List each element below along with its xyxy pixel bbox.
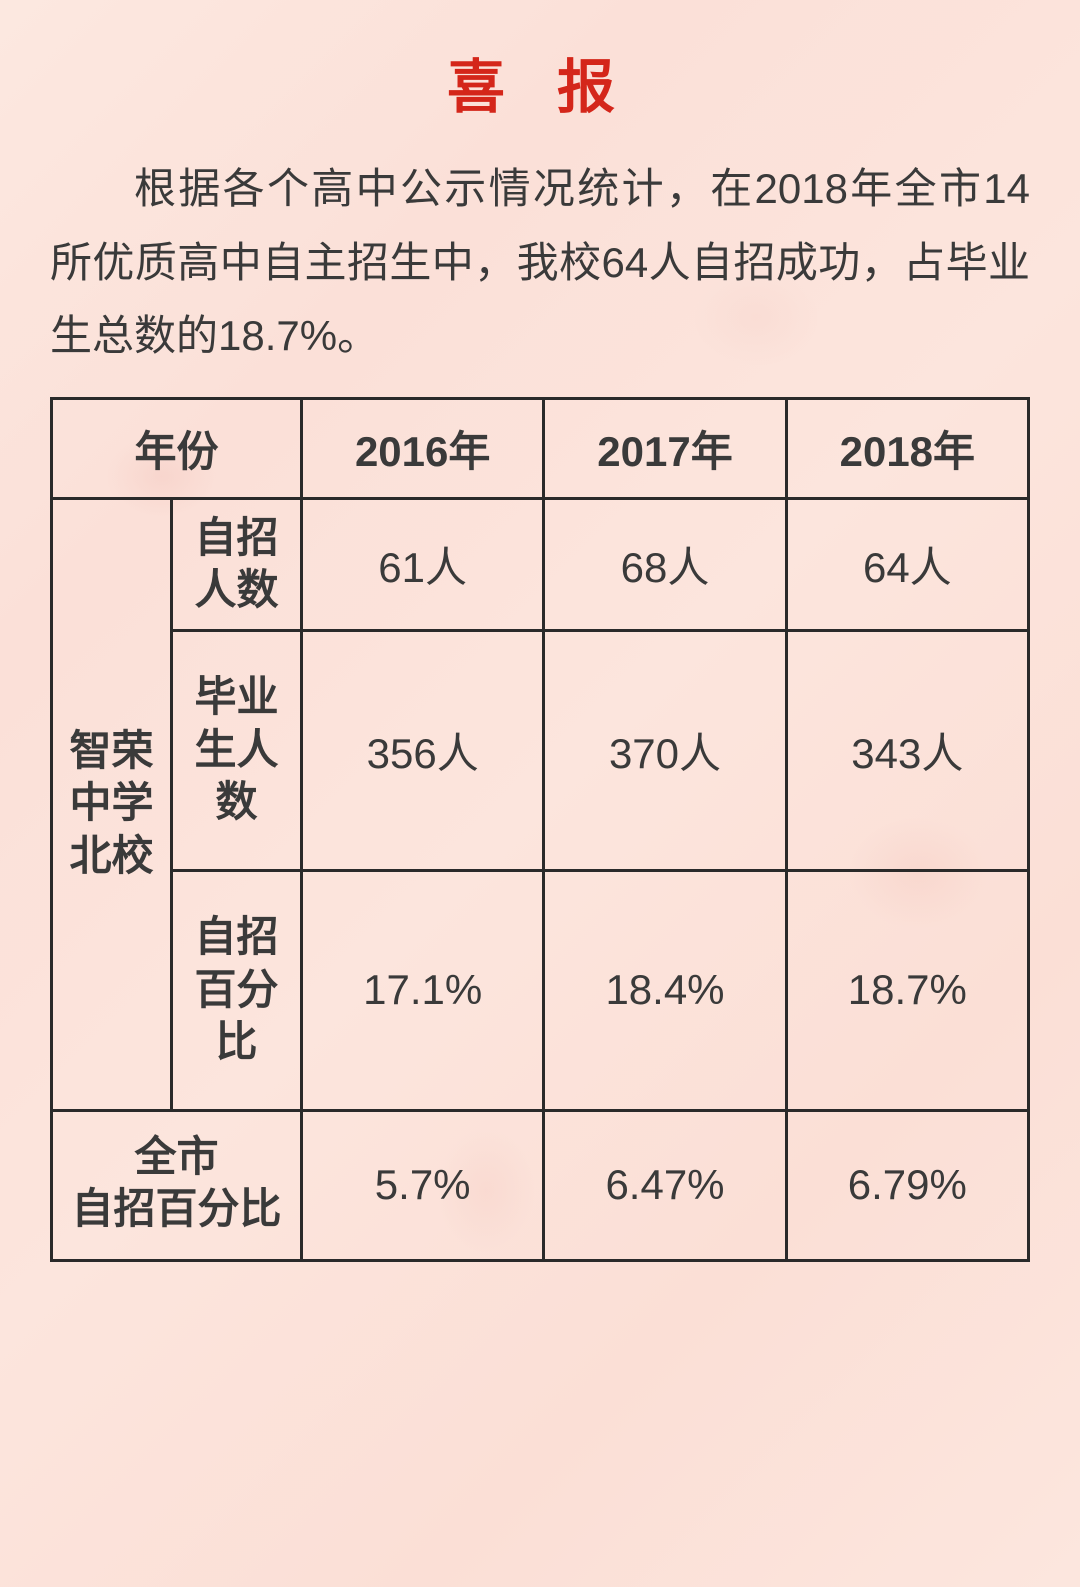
data-cell: 6.47%	[544, 1110, 786, 1260]
metric-label-percent: 自招百分比	[172, 870, 302, 1110]
stats-table: 年份 2016年 2017年 2018年 智荣中学北校 自招人数 61人 68人…	[50, 397, 1030, 1262]
stats-table-container: 年份 2016年 2017年 2018年 智荣中学北校 自招人数 61人 68人…	[30, 397, 1050, 1262]
table-row: 自招百分比 17.1% 18.4% 18.7%	[52, 870, 1029, 1110]
data-cell: 370人	[544, 630, 786, 870]
table-row-city: 全市自招百分比 5.7% 6.47% 6.79%	[52, 1110, 1029, 1260]
data-cell: 343人	[786, 630, 1028, 870]
announcement-title: 喜 报	[30, 40, 1050, 124]
city-label-text: 全市自招百分比	[71, 1131, 281, 1236]
data-cell: 17.1%	[302, 870, 544, 1110]
metric-text: 毕业生人数	[194, 671, 278, 829]
header-year-label: 年份	[52, 398, 302, 498]
table-row: 智荣中学北校 自招人数 61人 68人 64人	[52, 498, 1029, 630]
metric-text: 自招人数	[194, 512, 278, 617]
data-cell: 18.4%	[544, 870, 786, 1110]
data-cell: 356人	[302, 630, 544, 870]
data-cell: 61人	[302, 498, 544, 630]
metric-label-grad-count: 毕业生人数	[172, 630, 302, 870]
school-name-cell: 智荣中学北校	[52, 498, 172, 1110]
intro-paragraph: 根据各个高中公示情况统计，在2018年全市14所优质高中自主招生中，我校64人自…	[30, 152, 1050, 373]
data-cell: 18.7%	[786, 870, 1028, 1110]
header-year-2016: 2016年	[302, 398, 544, 498]
header-year-2017: 2017年	[544, 398, 786, 498]
metric-text: 自招百分比	[194, 911, 278, 1069]
data-cell: 64人	[786, 498, 1028, 630]
city-percent-label: 全市自招百分比	[52, 1110, 302, 1260]
school-name-text: 智荣中学北校	[69, 725, 153, 883]
table-row: 毕业生人数 356人 370人 343人	[52, 630, 1029, 870]
data-cell: 5.7%	[302, 1110, 544, 1260]
metric-label-enroll-count: 自招人数	[172, 498, 302, 630]
data-cell: 6.79%	[786, 1110, 1028, 1260]
header-year-2018: 2018年	[786, 398, 1028, 498]
data-cell: 68人	[544, 498, 786, 630]
table-header-row: 年份 2016年 2017年 2018年	[52, 398, 1029, 498]
